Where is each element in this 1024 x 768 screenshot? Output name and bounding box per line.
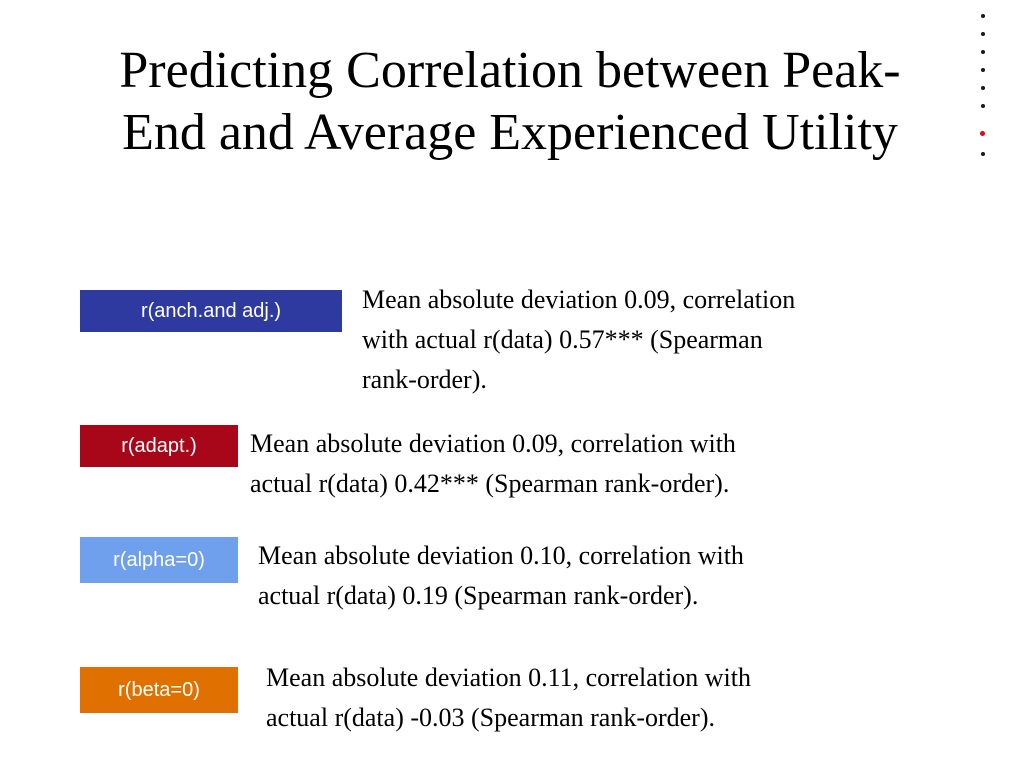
model-label-alpha-zero: r(alpha=0): [80, 537, 238, 583]
model-label-adapt-text: r(adapt.): [121, 434, 197, 457]
slide-title: Predicting Correlation between Peak- End…: [60, 40, 960, 164]
desc-line: actual r(data) 0.42*** (Spearman rank-or…: [250, 469, 730, 498]
model-label-adapt: r(adapt.): [80, 425, 238, 467]
slide-title-line-1: Predicting Correlation between Peak-: [119, 42, 901, 99]
desc-line: Mean absolute deviation 0.10, correlatio…: [258, 541, 744, 570]
model-label-beta-zero: r(beta=0): [80, 667, 238, 713]
model-description-alpha-zero: Mean absolute deviation 0.10, correlatio…: [258, 536, 744, 616]
model-label-anch-adj-text: r(anch.and adj.): [140, 299, 282, 322]
nav-dot-5[interactable]: [981, 86, 985, 90]
desc-line: Mean absolute deviation 0.11, correlatio…: [266, 663, 751, 692]
desc-line: actual r(data) 0.19 (Spearman rank-order…: [258, 581, 699, 610]
model-label-anch-adj: r(anch.and adj.): [80, 290, 342, 332]
nav-dot-3[interactable]: [981, 50, 985, 54]
model-description-beta-zero: Mean absolute deviation 0.11, correlatio…: [266, 658, 751, 738]
desc-line: actual r(data) -0.03 (Spearman rank-orde…: [266, 703, 715, 732]
model-description-anch-adj: Mean absolute deviation 0.09, correlatio…: [362, 280, 795, 400]
nav-dot-6[interactable]: [981, 104, 985, 108]
nav-dot-1[interactable]: [981, 14, 985, 18]
desc-line: Mean absolute deviation 0.09, correlatio…: [250, 429, 736, 458]
model-description-adapt: Mean absolute deviation 0.09, correlatio…: [250, 424, 736, 504]
model-label-alpha-zero-text: r(alpha=0): [113, 548, 205, 571]
desc-line: with actual r(data) 0.57*** (Spearman: [362, 325, 763, 354]
nav-dot-7-active[interactable]: [980, 131, 985, 136]
nav-dot-4[interactable]: [981, 68, 985, 72]
desc-line: Mean absolute deviation 0.09, correlatio…: [362, 285, 796, 314]
nav-dot-8[interactable]: [981, 152, 985, 156]
model-label-beta-zero-text: r(beta=0): [118, 678, 200, 701]
slide-title-line-2: End and Average Experienced Utility: [122, 104, 898, 161]
desc-line: rank-order).: [362, 365, 487, 394]
nav-dot-2[interactable]: [981, 32, 985, 36]
